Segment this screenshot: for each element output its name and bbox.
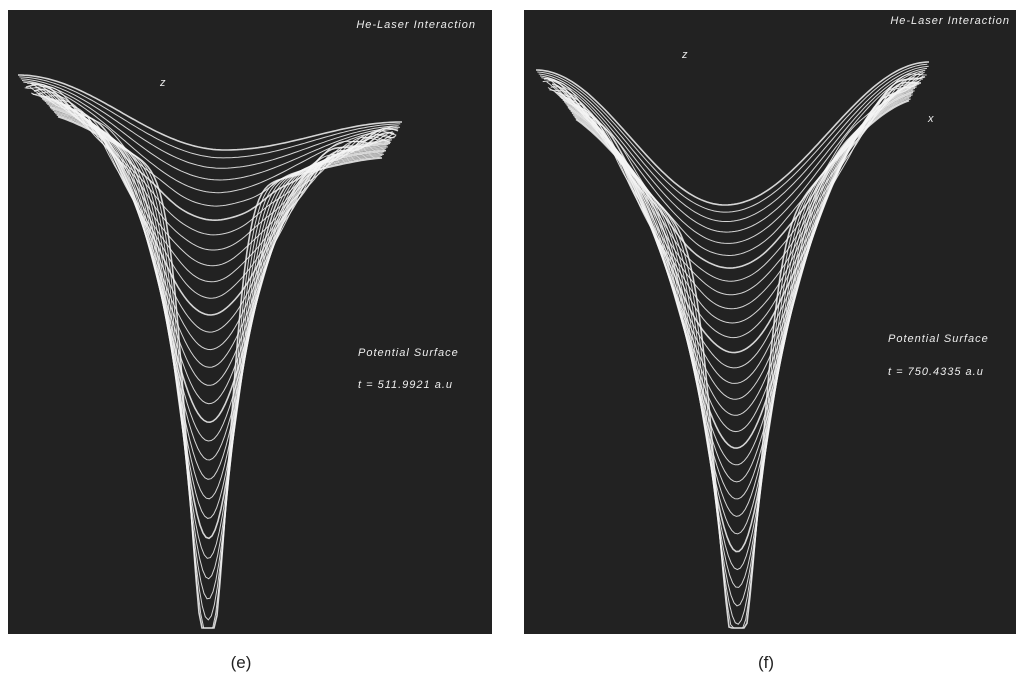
surface-line [51, 108, 385, 559]
panel-title: He-Laser Interaction [890, 15, 1010, 27]
axis-label: z [681, 49, 689, 61]
caption: (e) [231, 653, 252, 672]
surface-line [573, 97, 910, 625]
surface-line [541, 69, 926, 244]
surface-line [575, 99, 910, 629]
wireframes [18, 61, 930, 629]
surface-line [57, 115, 383, 629]
surface-line [535, 61, 930, 206]
panel-title: He-Laser Interaction [356, 19, 476, 31]
surface-line [537, 63, 928, 213]
surface-line [53, 111, 385, 600]
time-label: t = 511.9921 a.u [358, 379, 453, 391]
surface-label: Potential Surface [888, 333, 989, 345]
surface-line [21, 80, 401, 181]
surface-label: Potential Surface [358, 347, 459, 359]
surface-line [539, 67, 928, 233]
surface-line [20, 78, 399, 169]
surface-line [18, 74, 402, 151]
surface-line [55, 113, 383, 621]
axis-label: z [159, 77, 167, 89]
surface-line [538, 65, 929, 222]
surface-line [570, 94, 913, 588]
surface-line [19, 76, 401, 159]
surface-line [571, 96, 912, 607]
surface-line [52, 109, 383, 580]
time-label: t = 750.4335 a.u [888, 366, 984, 378]
axis-label: x [927, 113, 935, 125]
caption: (f) [758, 653, 774, 672]
surface-line [23, 81, 399, 194]
